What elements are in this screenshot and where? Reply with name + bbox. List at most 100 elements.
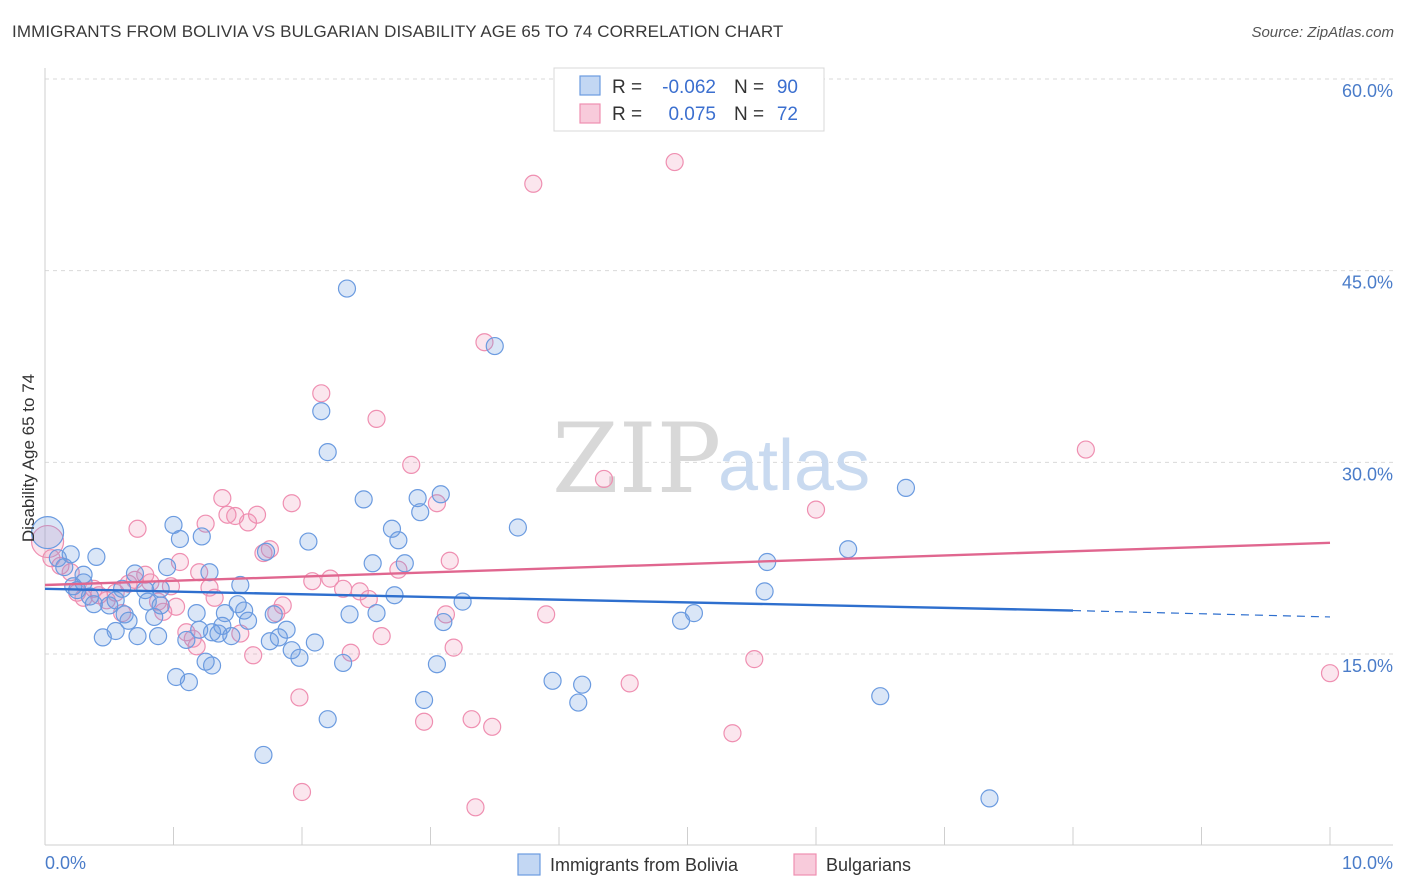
bulgarians-point xyxy=(290,688,309,707)
bulgarians-point xyxy=(372,627,391,646)
bolivia-point xyxy=(427,655,447,674)
bolivia-point xyxy=(282,641,301,660)
bolivia-point xyxy=(337,279,357,298)
legend-box: R = -0.062 N = 90 R = 0.075 N = 72 xyxy=(553,67,825,132)
chart-title: IMMIGRANTS FROM BOLIVIA VS BULGARIAN DIS… xyxy=(12,22,784,41)
bulgarians-point xyxy=(282,494,301,513)
bulgarians-point xyxy=(312,384,331,403)
bolivia-point xyxy=(87,547,106,566)
bolivia-point xyxy=(202,623,222,642)
bolivia-point xyxy=(389,531,408,550)
bulgarians-point xyxy=(665,152,684,172)
axes xyxy=(44,68,1393,846)
legend-n-value-2: 72 xyxy=(777,104,798,125)
bolivia-point xyxy=(318,710,337,729)
y-tick-label-60: 60.0% xyxy=(1342,81,1393,101)
watermark-zip: ZIP xyxy=(552,403,721,515)
source-label: Source: ZipAtlas.com xyxy=(1251,24,1394,41)
bulgarians-point xyxy=(475,333,494,352)
bolivia-point xyxy=(543,671,562,690)
bottom-legend-label-bolivia: Immigrants from Bolivia xyxy=(550,855,739,875)
legend-swatch-pink xyxy=(579,103,601,124)
bolivia-point xyxy=(354,490,373,509)
bolivia-point xyxy=(157,558,177,577)
bolivia-trend-line xyxy=(44,587,1074,612)
bulgarians-point xyxy=(166,597,186,616)
bolivia-point xyxy=(145,607,164,627)
bolivia-point xyxy=(896,478,916,497)
bolivia-point xyxy=(256,542,276,561)
bolivia-point xyxy=(84,595,103,614)
bulgarians-point xyxy=(1320,664,1340,683)
bolivia-point xyxy=(305,633,324,652)
bolivia-point xyxy=(264,605,283,624)
bolivia-point xyxy=(299,532,318,551)
bulgarians-point xyxy=(427,494,447,513)
bolivia-point xyxy=(980,789,999,808)
bolivia-point xyxy=(192,527,211,546)
y-tick-label-15: 15.0% xyxy=(1342,656,1393,676)
bulgarians-point xyxy=(806,500,826,519)
bolivia-point xyxy=(106,591,125,610)
bolivia-points xyxy=(30,279,999,808)
bolivia-point xyxy=(363,554,382,573)
bulgarians-points xyxy=(30,152,1340,817)
bulgarians-point xyxy=(367,409,386,428)
watermark: ZIP atlas xyxy=(552,403,870,515)
bolivia-point xyxy=(290,648,309,667)
bulgarians-point xyxy=(723,724,742,743)
bulgarians-point xyxy=(341,643,360,662)
bolivia-point xyxy=(312,402,331,421)
bolivia-point xyxy=(177,630,196,650)
bottom-legend: Immigrants from Bolivia Bulgarians xyxy=(517,853,911,876)
bolivia-point xyxy=(222,627,241,646)
legend-r-label-2: R = xyxy=(612,104,642,125)
bulgarians-point xyxy=(537,605,556,624)
bulgarians-point xyxy=(440,551,459,570)
bulgarians-point xyxy=(483,717,502,736)
bolivia-point xyxy=(871,687,890,706)
bolivia-point xyxy=(119,611,138,630)
bolivia-point xyxy=(453,592,472,611)
bottom-legend-swatch-bolivia xyxy=(517,853,541,876)
bulgarians-point xyxy=(213,489,232,508)
bolivia-point xyxy=(334,653,353,673)
bolivia-point xyxy=(395,554,414,573)
bolivia-point xyxy=(260,632,279,651)
bulgarians-point xyxy=(402,455,421,474)
bolivia-point xyxy=(382,519,402,538)
bolivia-point xyxy=(318,443,337,462)
legend-r-value-2: 0.075 xyxy=(668,104,716,125)
legend-swatch-blue xyxy=(579,75,601,96)
y-tick-label-30: 30.0% xyxy=(1342,464,1393,484)
bulgarians-point xyxy=(524,174,543,193)
x-tick-label-max: 10.0% xyxy=(1342,853,1393,873)
legend-n-label-1: N = xyxy=(734,77,764,98)
bolivia-point xyxy=(200,563,219,582)
legend-r-value-1: -0.062 xyxy=(662,77,716,98)
bolivia-point xyxy=(414,690,434,710)
bolivia-point xyxy=(215,604,234,623)
bolivia-point xyxy=(179,673,199,692)
bolivia-point xyxy=(238,611,258,630)
x-tick-label-min: 0.0% xyxy=(45,853,86,873)
bolivia-point xyxy=(573,675,592,694)
bulgarians-point xyxy=(462,710,481,729)
bolivia-point xyxy=(170,529,190,549)
bulgarians-point xyxy=(128,519,147,538)
bulgarians-point xyxy=(42,549,61,568)
bolivia-point xyxy=(367,604,386,623)
legend-n-label-2: N = xyxy=(734,104,764,125)
bolivia-point xyxy=(30,516,65,550)
bolivia-point xyxy=(755,582,774,601)
bolivia-point xyxy=(684,604,704,623)
trend-lines xyxy=(44,541,1331,618)
y-tick-label-45: 45.0% xyxy=(1342,273,1393,293)
bulgarians-point xyxy=(292,782,312,802)
bolivia-point xyxy=(187,604,206,623)
bolivia-point xyxy=(125,564,145,583)
bolivia-point xyxy=(254,745,273,765)
bolivia-point xyxy=(411,503,430,522)
legend-r-label-1: R = xyxy=(612,77,642,98)
